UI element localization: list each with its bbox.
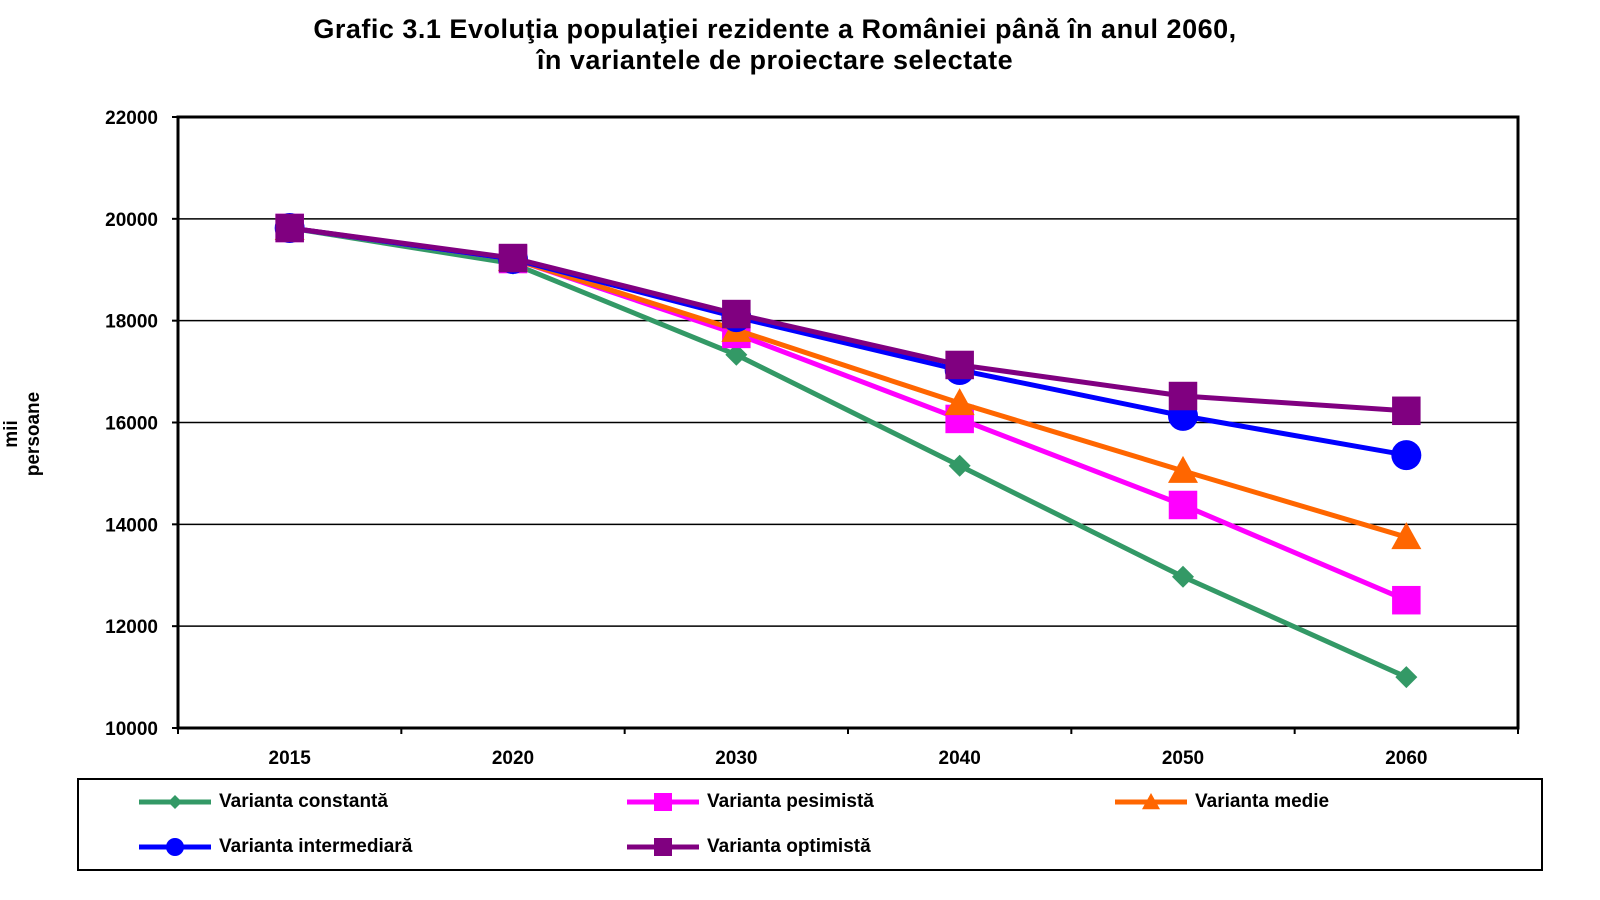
legend-item: Varianta medie xyxy=(1115,790,1329,814)
x-tick-label: 2040 xyxy=(939,748,981,769)
marker-square xyxy=(654,838,672,856)
marker-square xyxy=(945,350,974,380)
marker-diamond xyxy=(948,454,971,477)
chart-title-line1: Grafic 3.1 Evoluţia populaţiei rezidente… xyxy=(313,14,1237,44)
legend-label: Varianta optimistă xyxy=(707,836,871,858)
y-tick-label: 10000 xyxy=(105,719,158,740)
marker-diamond xyxy=(1172,565,1194,588)
legend-swatch xyxy=(627,793,699,811)
legend-swatch xyxy=(627,838,699,856)
legend-item: Varianta constantă xyxy=(139,790,388,814)
legend-item: Varianta optimistă xyxy=(627,835,871,859)
y-tick-label: 20000 xyxy=(105,210,158,231)
marker-circle xyxy=(166,838,184,856)
y-tick-label: 22000 xyxy=(105,108,158,129)
series-4 xyxy=(275,213,1421,426)
marker-square xyxy=(275,213,304,243)
marker-triangle xyxy=(1142,793,1160,810)
series-2 xyxy=(274,212,1422,550)
marker-square xyxy=(498,243,528,273)
x-tick-label: 2020 xyxy=(492,748,534,769)
marker-triangle xyxy=(1391,522,1422,550)
marker-square xyxy=(1168,381,1198,411)
marker-square xyxy=(1392,396,1421,426)
marker-diamond xyxy=(168,795,182,809)
series-line xyxy=(289,225,1408,540)
marker-circle xyxy=(1391,440,1422,471)
marker-square xyxy=(654,793,672,811)
legend-swatch xyxy=(1115,793,1187,810)
marker-diamond xyxy=(725,343,748,366)
marker-square xyxy=(722,299,751,329)
y-tick-label: 16000 xyxy=(105,414,158,435)
chart-subtitle: în variantele de proiectare selectate xyxy=(536,45,1014,75)
y-tick-label: 18000 xyxy=(105,312,158,333)
y-tick-label: 14000 xyxy=(105,515,158,536)
legend-label: Varianta pesimistă xyxy=(707,791,874,813)
series-line xyxy=(289,225,1408,680)
marker-square xyxy=(1392,585,1421,615)
series-line xyxy=(289,225,1407,414)
series-0 xyxy=(278,216,1418,689)
legend-item: Varianta pesimistă xyxy=(627,790,874,814)
chart-title: Grafic 3.1 Evoluţia populaţiei rezidente… xyxy=(0,14,1550,76)
marker-triangle xyxy=(1168,455,1198,483)
y-axis-label: mii persoane xyxy=(1,391,44,477)
legend-label: Varianta constantă xyxy=(219,791,388,813)
legend-swatch xyxy=(139,838,211,856)
series-1 xyxy=(275,213,1421,615)
legend-item: Varianta intermediară xyxy=(139,835,412,859)
marker-triangle xyxy=(944,388,975,416)
y-tick-label: 12000 xyxy=(105,617,158,638)
marker-square xyxy=(1168,490,1198,520)
x-tick-label: 2030 xyxy=(715,748,757,769)
x-tick-label: 2015 xyxy=(269,748,312,769)
marker-diamond xyxy=(1395,666,1418,689)
legend-swatch xyxy=(139,795,211,809)
legend-label: Varianta medie xyxy=(1195,791,1330,813)
x-tick-label: 2050 xyxy=(1162,748,1204,769)
series-line xyxy=(289,225,1408,603)
legend: Varianta constantă Varianta pesimistă Vari… xyxy=(77,778,1543,871)
legend-label: Varianta intermediară xyxy=(219,836,413,858)
x-tick-label: 2060 xyxy=(1385,748,1427,769)
